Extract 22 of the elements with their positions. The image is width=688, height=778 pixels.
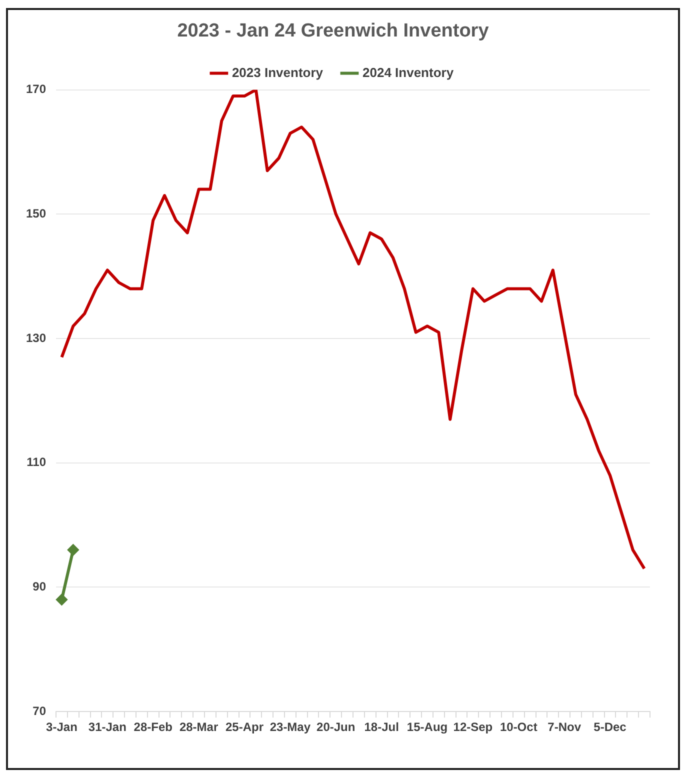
x-tick-label: 18-Jul	[364, 720, 399, 734]
x-tick-label: 12-Sep	[453, 720, 493, 734]
x-tick-label: 15-Aug	[406, 720, 448, 734]
x-tick-label: 3-Jan	[46, 720, 78, 734]
x-tick-label: 20-Jun	[316, 720, 356, 734]
legend-label: 2023 Inventory	[232, 64, 324, 80]
chart-title: 2023 - Jan 24 Greenwich Inventory	[177, 20, 490, 42]
legend-label: 2024 Inventory	[362, 64, 454, 80]
y-tick-label: 150	[26, 206, 46, 220]
x-tick-label: 25-Apr	[225, 720, 264, 734]
y-tick-label: 130	[26, 330, 46, 345]
x-tick-label: 31-Jan	[88, 720, 126, 734]
x-tick-label: 7-Nov	[548, 720, 582, 734]
x-tick-label: 28-Feb	[134, 720, 172, 734]
y-tick-label: 170	[26, 82, 46, 96]
x-tick-label: 5-Dec	[594, 720, 627, 734]
x-tick-label: 10-Oct	[500, 720, 538, 734]
x-tick-label: 23-May	[270, 720, 311, 734]
x-tick-label: 28-Mar	[179, 720, 218, 734]
y-tick-label: 90	[32, 580, 46, 594]
y-tick-label: 70	[32, 704, 46, 718]
y-tick-label: 110	[26, 455, 46, 470]
